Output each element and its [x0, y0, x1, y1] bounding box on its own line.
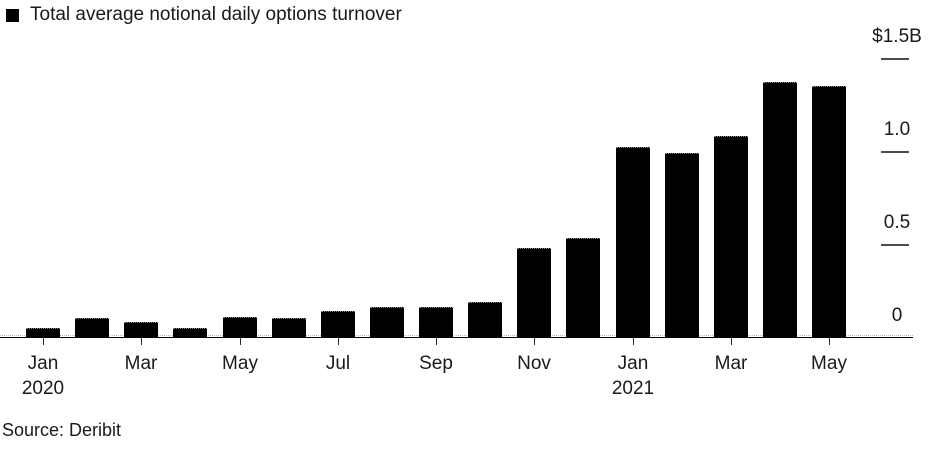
bar — [419, 307, 453, 337]
source-label: Source: Deribit — [2, 420, 122, 440]
x-axis-tick — [534, 338, 535, 345]
y-axis-tick-label: 0 — [891, 305, 903, 326]
bar — [370, 307, 404, 337]
bar — [75, 318, 109, 337]
x-axis-label: Sep — [419, 353, 453, 374]
bar — [616, 147, 650, 337]
bar — [566, 238, 600, 337]
x-axis-year-label: 2020 — [21, 378, 65, 399]
legend-label: Total average notional daily options tur… — [30, 4, 402, 25]
bar — [26, 328, 60, 337]
bar — [665, 153, 699, 337]
y-axis-tick-dash — [881, 244, 909, 246]
bar — [517, 248, 551, 337]
bar — [173, 328, 207, 337]
x-axis-tick — [240, 338, 241, 345]
x-axis-tick — [633, 338, 634, 345]
legend-marker-icon — [6, 8, 19, 22]
x-axis-tick — [436, 338, 437, 345]
x-axis-tick — [338, 338, 339, 345]
x-axis-tick — [43, 338, 44, 345]
x-axis-label: Jul — [325, 353, 351, 374]
bar — [223, 317, 257, 337]
legend: Total average notional daily options tur… — [6, 3, 402, 27]
bar — [468, 302, 502, 337]
x-axis-year-label: 2021 — [611, 378, 655, 399]
x-axis-line — [0, 337, 913, 338]
x-axis-label: Jan 2021 — [578, 351, 688, 401]
bar — [124, 322, 158, 337]
x-axis-tick — [141, 338, 142, 345]
bar — [321, 311, 355, 337]
y-axis-tick-dash — [881, 58, 909, 60]
y-axis-tick-label: 1.0 — [883, 119, 911, 140]
x-axis-label: May — [811, 353, 847, 374]
bar — [812, 86, 846, 337]
x-axis-tick — [829, 338, 830, 345]
x-axis-label: Nov — [517, 353, 551, 374]
x-axis-label: Mar — [714, 353, 748, 374]
x-axis-label: Jan 2020 — [0, 351, 98, 401]
bar — [272, 318, 306, 337]
y-axis-tick-label: $1.5B — [872, 26, 922, 47]
bar — [763, 82, 797, 337]
zero-gridline — [0, 335, 913, 336]
x-axis-label: May — [222, 353, 258, 374]
x-axis-label: Mar — [124, 353, 158, 374]
y-axis-tick-label: 0.5 — [883, 212, 911, 233]
y-axis-tick-dash — [881, 151, 909, 153]
x-axis-tick — [731, 338, 732, 345]
bar — [714, 136, 748, 337]
